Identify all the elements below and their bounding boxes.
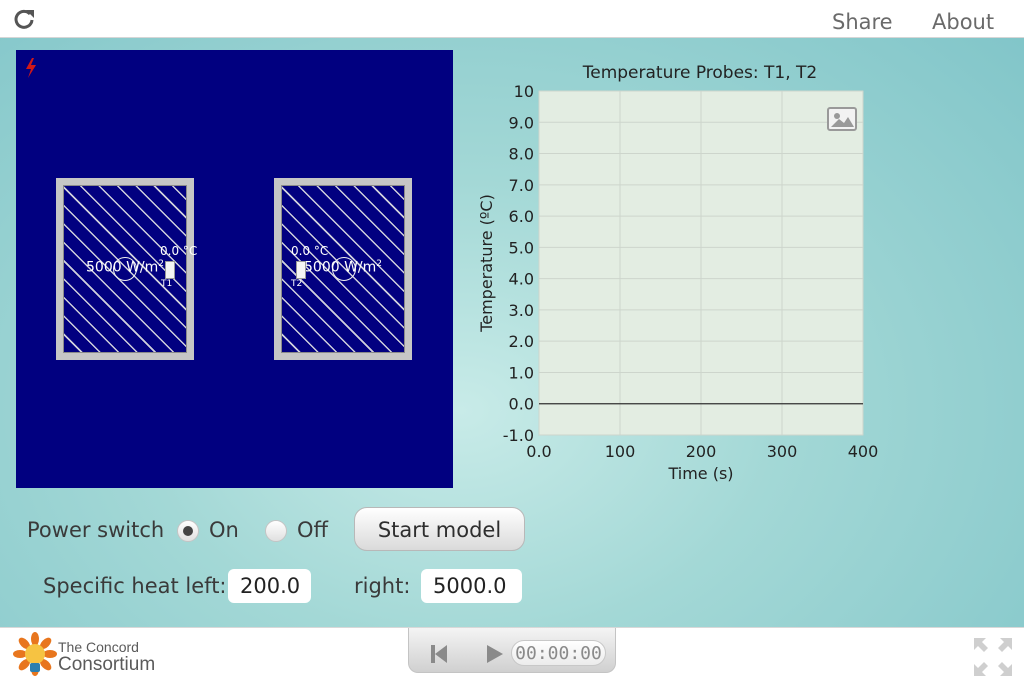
skip-back-icon[interactable] [429,643,449,665]
x-tick-label: 400 [848,442,879,461]
power-on-label[interactable]: On [209,518,239,542]
y-tick-label: 4.0 [509,270,534,289]
time-display: 00:00:00 [511,640,606,666]
y-tick-label: 5.0 [509,238,534,257]
image-snapshot-icon[interactable] [827,107,857,131]
y-tick-label: 0.0 [509,395,534,414]
left-probe-name: T1 [161,279,173,289]
y-tick-label: 6.0 [509,207,534,226]
simulation-canvas[interactable]: 5000 W/m2 0.0 °C T1 5000 W/m2 0.0 °C T2 [16,50,453,488]
concord-logo-icon[interactable] [13,632,57,680]
specific-heat-left-input[interactable]: 200.0 [228,569,311,603]
fullscreen-icon[interactable] [972,636,1014,678]
left-heat-flux-label: 5000 W/m2 [86,259,165,276]
power-switch-label: Power switch [27,518,165,542]
specific-heat-right-input[interactable]: 5000.0 [421,569,522,603]
left-probe-handle[interactable] [165,261,175,279]
left-probe-temperature: 0.0 °C [160,244,198,258]
x-tick-label: 100 [605,442,636,461]
chart-title: Temperature Probes: T1, T2 [582,63,818,83]
right-heat-source-icon [332,257,356,281]
specific-heat-left-label: Specific heat left: [43,574,227,598]
x-axis-ticks: 0.0 100 200 300 400 [526,442,878,461]
y-tick-label: 3.0 [509,301,534,320]
right-probe-handle[interactable] [296,261,306,279]
x-tick-label: 0.0 [526,442,551,461]
x-tick-label: 200 [686,442,717,461]
y-tick-label: 7.0 [509,176,534,195]
y-tick-label: 10 [514,82,534,101]
right-heat-flux-label: 5000 W/m2 [304,259,383,276]
right-probe-temperature: 0.0 °C [291,244,329,258]
lightning-bolt-icon[interactable] [24,58,38,78]
y-tick-label: 9.0 [509,113,534,132]
playback-controls: 00:00:00 [408,628,616,673]
y-tick-label: 8.0 [509,145,534,164]
y-axis-label: Temperature (ºC) [477,194,496,333]
about-link[interactable]: About [932,10,995,34]
right-probe-name: T2 [291,279,303,289]
power-off-label[interactable]: Off [297,518,328,542]
play-icon[interactable] [485,643,505,665]
y-tick-label: 1.0 [509,363,534,382]
left-heat-source-icon [113,257,137,281]
reload-icon[interactable] [13,8,35,30]
share-link[interactable]: Share [832,10,893,34]
specific-heat-right-label: right: [354,574,411,598]
radio-selected-dot [183,526,193,536]
top-bar: Share About [0,0,1024,38]
power-on-radio[interactable] [177,520,199,542]
y-tick-label: 2.0 [509,332,534,351]
x-axis-label: Time (s) [667,464,733,483]
x-tick-label: 300 [767,442,798,461]
temperature-chart[interactable]: Temperature Probes: T1, T2 -1.00.01.02.0… [460,55,890,495]
concord-logo-text[interactable]: The Concord Consortium [58,639,156,675]
power-off-radio[interactable] [265,520,287,542]
start-model-button[interactable]: Start model [354,507,525,551]
y-tick-label: -1.0 [503,426,534,445]
bottom-bar: The Concord Consortium 00:00:00 [0,627,1024,685]
y-axis-ticks: -1.0 0.0 1.0 2.0 3.0 4.0 5.0 6.0 7.0 8.0 9.0 10 [503,82,534,445]
